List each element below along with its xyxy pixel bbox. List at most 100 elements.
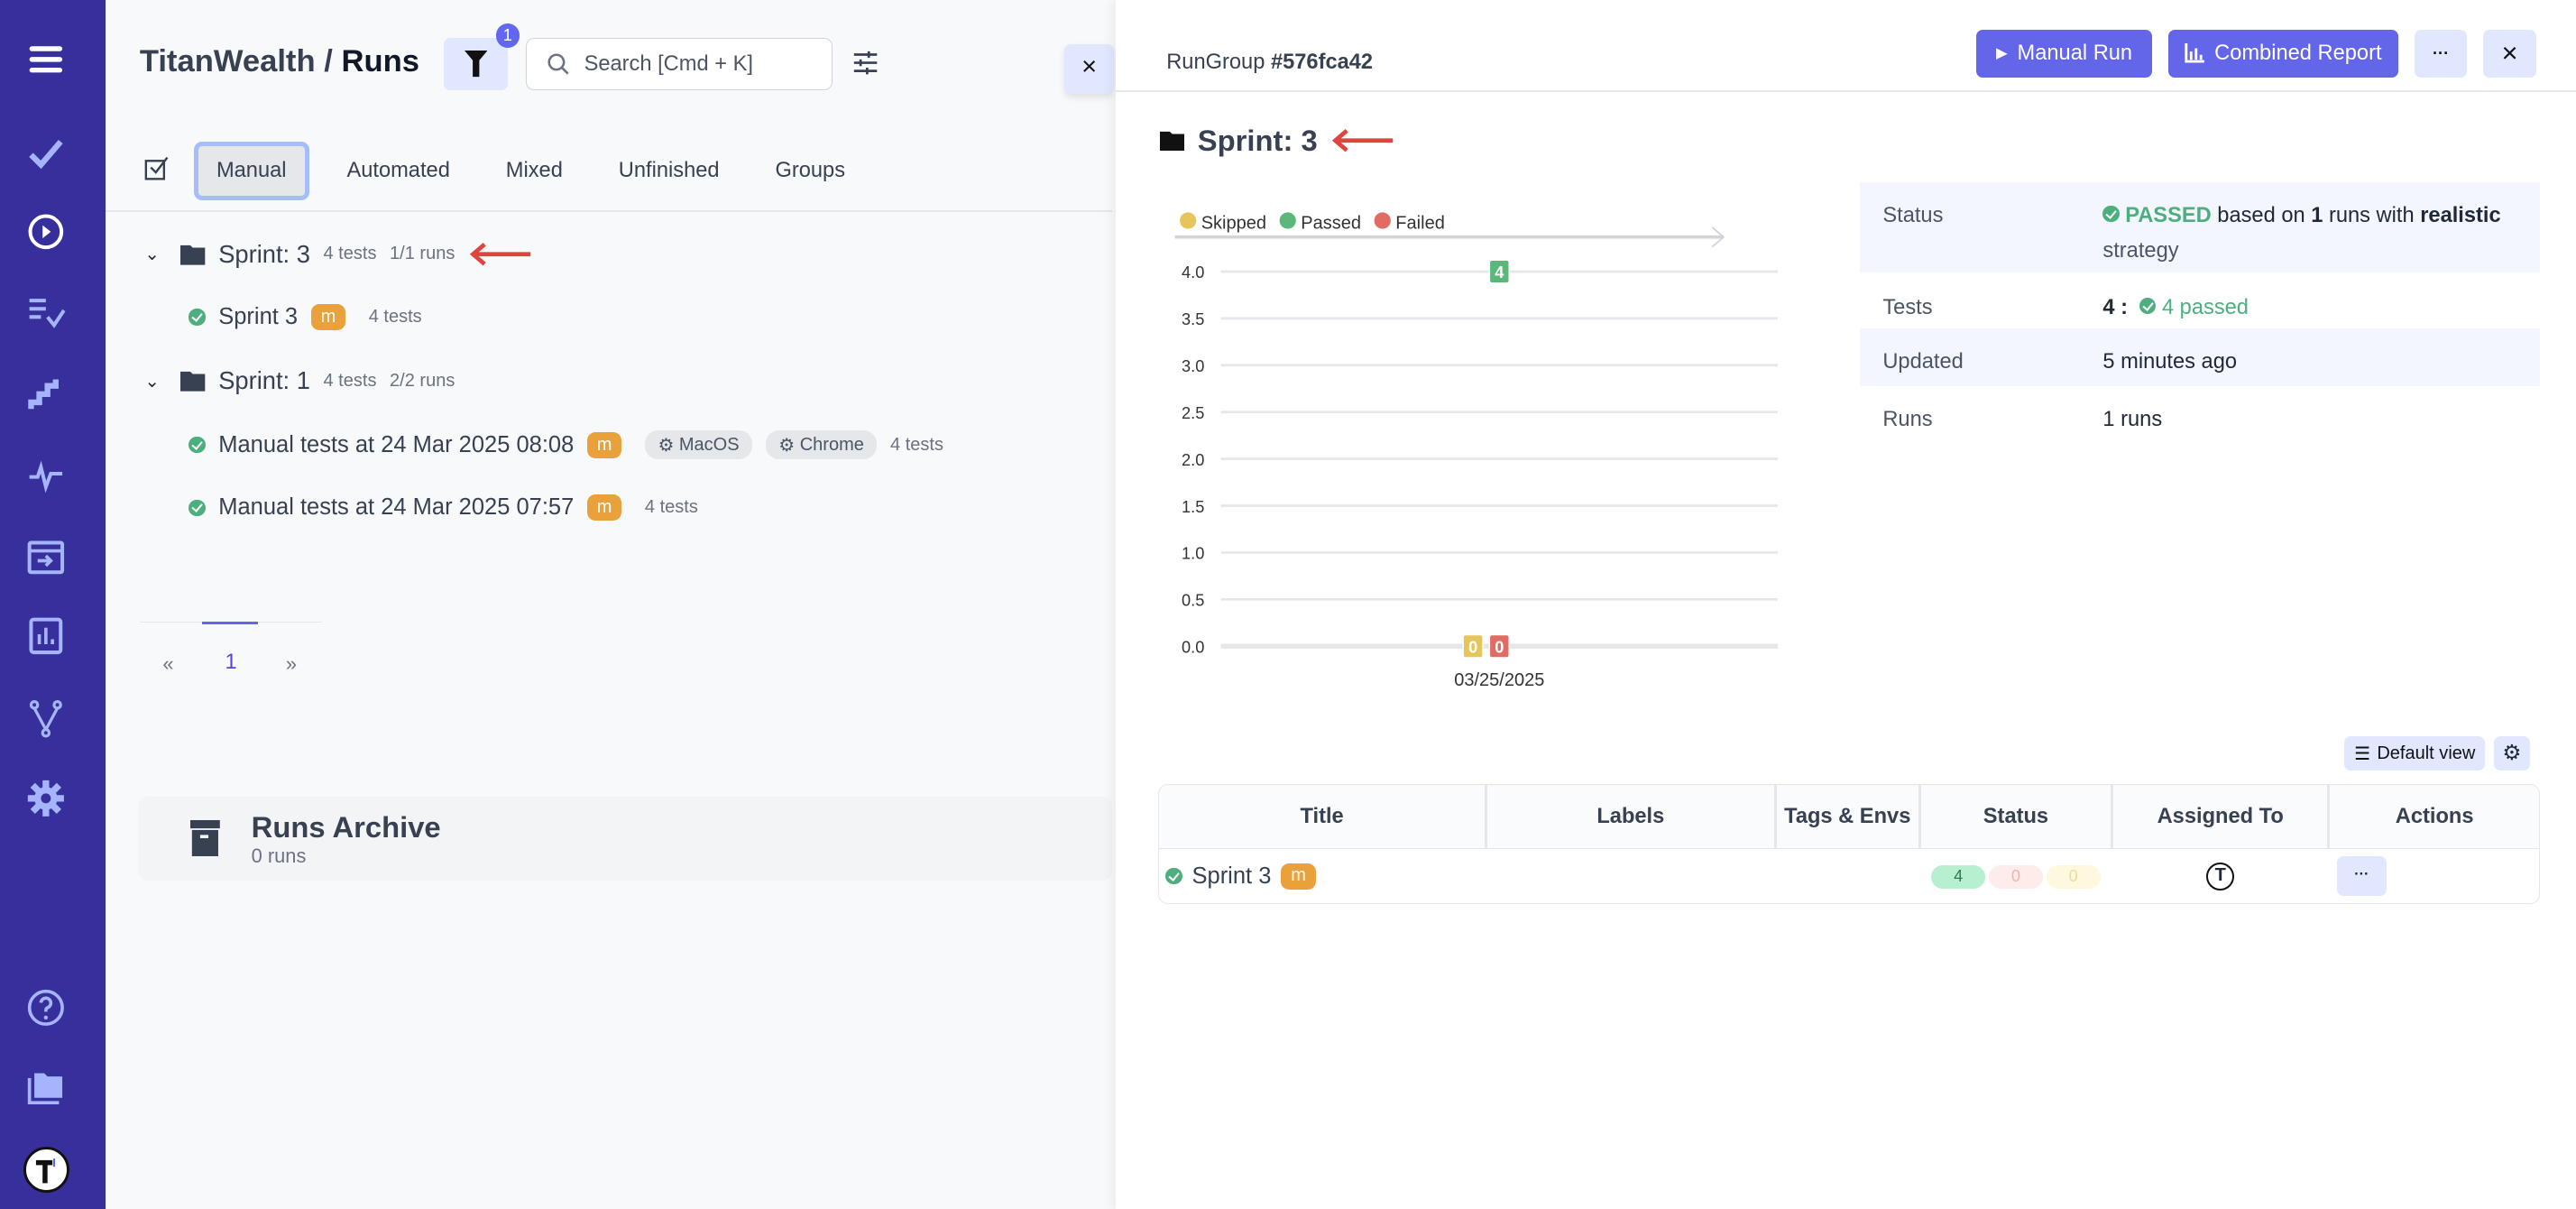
col-status[interactable]: Status xyxy=(1919,784,2113,850)
divider xyxy=(1115,90,2576,92)
col-actions[interactable]: Actions xyxy=(2328,784,2539,850)
passed-icon xyxy=(2139,298,2157,315)
menu-icon[interactable] xyxy=(23,36,69,82)
run-title[interactable]: Sprint 3 xyxy=(218,304,299,330)
pulse-icon[interactable] xyxy=(23,452,69,498)
tab-automated[interactable]: Automated xyxy=(346,158,450,182)
passed-count: 4 xyxy=(1931,865,1986,889)
col-labels[interactable]: Labels xyxy=(1486,784,1777,850)
group-row[interactable]: ⌄ Sprint: 1 4 tests 2/2 runs xyxy=(144,366,455,395)
rungroup-detail-panel: RunGroup #576fca42 ▶ Manual Run Combined … xyxy=(1115,0,2576,1209)
filter-count-badge: 1 xyxy=(496,23,520,48)
group-title[interactable]: Sprint: 1 xyxy=(218,366,310,395)
legend-label: Skipped xyxy=(1201,213,1265,233)
group-title[interactable]: Sprint: 3 xyxy=(218,239,310,268)
breadcrumb-project[interactable]: TitanWealth xyxy=(139,44,316,79)
run-row[interactable]: Sprint 3 m 4 tests xyxy=(189,303,422,331)
chevron-down-icon[interactable]: ⌄ xyxy=(144,245,161,265)
gear-icon: ⚙ xyxy=(658,435,675,456)
next-page[interactable]: » xyxy=(285,652,298,676)
chevron-down-icon[interactable]: ⌄ xyxy=(144,371,161,392)
manual-badge: m xyxy=(310,303,346,331)
tests-total: 4 : xyxy=(2102,296,2129,320)
col-title[interactable]: Title xyxy=(1159,784,1488,850)
default-view-button[interactable]: ☰ Default view xyxy=(2344,736,2486,771)
data-label-skipped: 0 xyxy=(1468,638,1477,656)
group-tests: 4 tests xyxy=(323,244,377,264)
table-settings-gear-icon[interactable]: ⚙ xyxy=(2493,736,2530,771)
group-row[interactable]: ⌄ Sprint: 3 4 tests 1/1 runs xyxy=(144,240,533,269)
close-panel-button[interactable]: × xyxy=(1064,44,1114,94)
manual-run-button[interactable]: ▶ Manual Run xyxy=(1976,29,2152,78)
status-text: based on xyxy=(2211,204,2312,228)
rungroup-prefix: RunGroup xyxy=(1166,51,1265,75)
branch-icon[interactable] xyxy=(23,695,69,741)
list-check-icon[interactable] xyxy=(23,290,69,336)
info-key: Tests xyxy=(1882,296,1933,320)
data-point-skipped xyxy=(1462,633,1484,659)
info-row-updated: Updated 5 minutes ago xyxy=(1859,328,2540,387)
data-point-failed xyxy=(1488,633,1510,659)
page-1[interactable]: 1 xyxy=(225,651,237,675)
legend-marker xyxy=(1279,211,1296,229)
tab-groups[interactable]: Groups xyxy=(775,158,846,182)
history-chart: Skipped Passed Failed 0.0 0.5 1.0 1.5 2.0 2.5 3.0… xyxy=(1174,211,1778,690)
more-button[interactable]: ··· xyxy=(2414,29,2468,78)
y-tick-label: 4.0 xyxy=(1182,263,1204,281)
select-multiple-icon[interactable] xyxy=(144,154,170,187)
assignee-avatar[interactable]: T xyxy=(2206,862,2235,891)
bar-chart-icon[interactable] xyxy=(23,613,69,659)
col-tags-envs[interactable]: Tags & Envs xyxy=(1775,784,1921,850)
import-icon[interactable] xyxy=(23,534,69,580)
close-button[interactable]: × xyxy=(2483,29,2536,78)
filter-settings-icon[interactable] xyxy=(852,50,879,83)
detail-title-row: Sprint: 3 xyxy=(1159,124,1396,158)
legend-marker xyxy=(1374,211,1391,229)
info-row-status: Status PASSED based on 1 runs with reali… xyxy=(1859,182,2540,273)
run-row[interactable]: Manual tests at 24 Mar 2025 07:57 m 4 te… xyxy=(189,494,698,521)
manual-badge: m xyxy=(1281,863,1316,890)
passed-icon xyxy=(1165,868,1182,885)
tab-mixed[interactable]: Mixed xyxy=(505,158,563,182)
folders-icon[interactable] xyxy=(23,1065,69,1111)
play-icon: ▶ xyxy=(1996,45,2008,62)
tab-unfinished[interactable]: Unfinished xyxy=(618,158,720,182)
status-text: strategy xyxy=(2102,238,2179,263)
check-icon[interactable] xyxy=(23,130,69,176)
legend-marker xyxy=(1179,211,1197,229)
status-dot-icon xyxy=(2102,206,2120,223)
steps-icon[interactable] xyxy=(23,372,69,418)
red-arrow-annotation xyxy=(469,243,531,266)
env-label: Chrome xyxy=(799,434,864,455)
play-circle-icon[interactable] xyxy=(23,208,69,254)
info-value: PASSED based on 1 runs with realistic str… xyxy=(2102,198,2516,263)
gear-icon: ⚙ xyxy=(778,435,796,456)
row-actions-button[interactable]: ··· xyxy=(2337,856,2387,896)
col-assigned-to[interactable]: Assigned To xyxy=(2111,784,2331,850)
y-tick-label: 0.0 xyxy=(1182,638,1204,656)
avatar[interactable] xyxy=(23,1147,69,1194)
row-title[interactable]: Sprint 3 xyxy=(1191,863,1272,889)
info-key: Status xyxy=(1882,204,1944,228)
prev-page[interactable]: « xyxy=(162,652,174,676)
y-tick-label: 0.5 xyxy=(1182,591,1204,609)
gear-icon[interactable] xyxy=(23,776,69,822)
filter-button[interactable] xyxy=(443,37,508,91)
archive-icon xyxy=(190,819,221,856)
runs-archive[interactable]: Runs Archive 0 runs xyxy=(137,797,1113,881)
combined-report-button[interactable]: Combined Report xyxy=(2168,29,2398,78)
run-row[interactable]: Manual tests at 24 Mar 2025 08:08 m ⚙ Mac… xyxy=(189,430,943,460)
run-title[interactable]: Manual tests at 24 Mar 2025 07:57 xyxy=(218,494,575,521)
runs-table: Title Labels Tags & Envs Status Assigned… xyxy=(1158,783,2540,904)
data-label-passed: 4 xyxy=(1495,263,1504,281)
data-point-passed xyxy=(1488,259,1510,284)
tab-manual[interactable]: Manual xyxy=(193,141,309,201)
manual-badge: m xyxy=(586,431,622,458)
search-input[interactable]: Search [Cmd + K] xyxy=(525,37,833,91)
skipped-count: 0 xyxy=(2046,865,2101,889)
legend-label: Passed xyxy=(1301,213,1361,233)
env-tag: ⚙ Chrome xyxy=(765,430,878,460)
help-icon[interactable] xyxy=(23,984,69,1030)
run-title[interactable]: Manual tests at 24 Mar 2025 08:08 xyxy=(218,431,575,457)
